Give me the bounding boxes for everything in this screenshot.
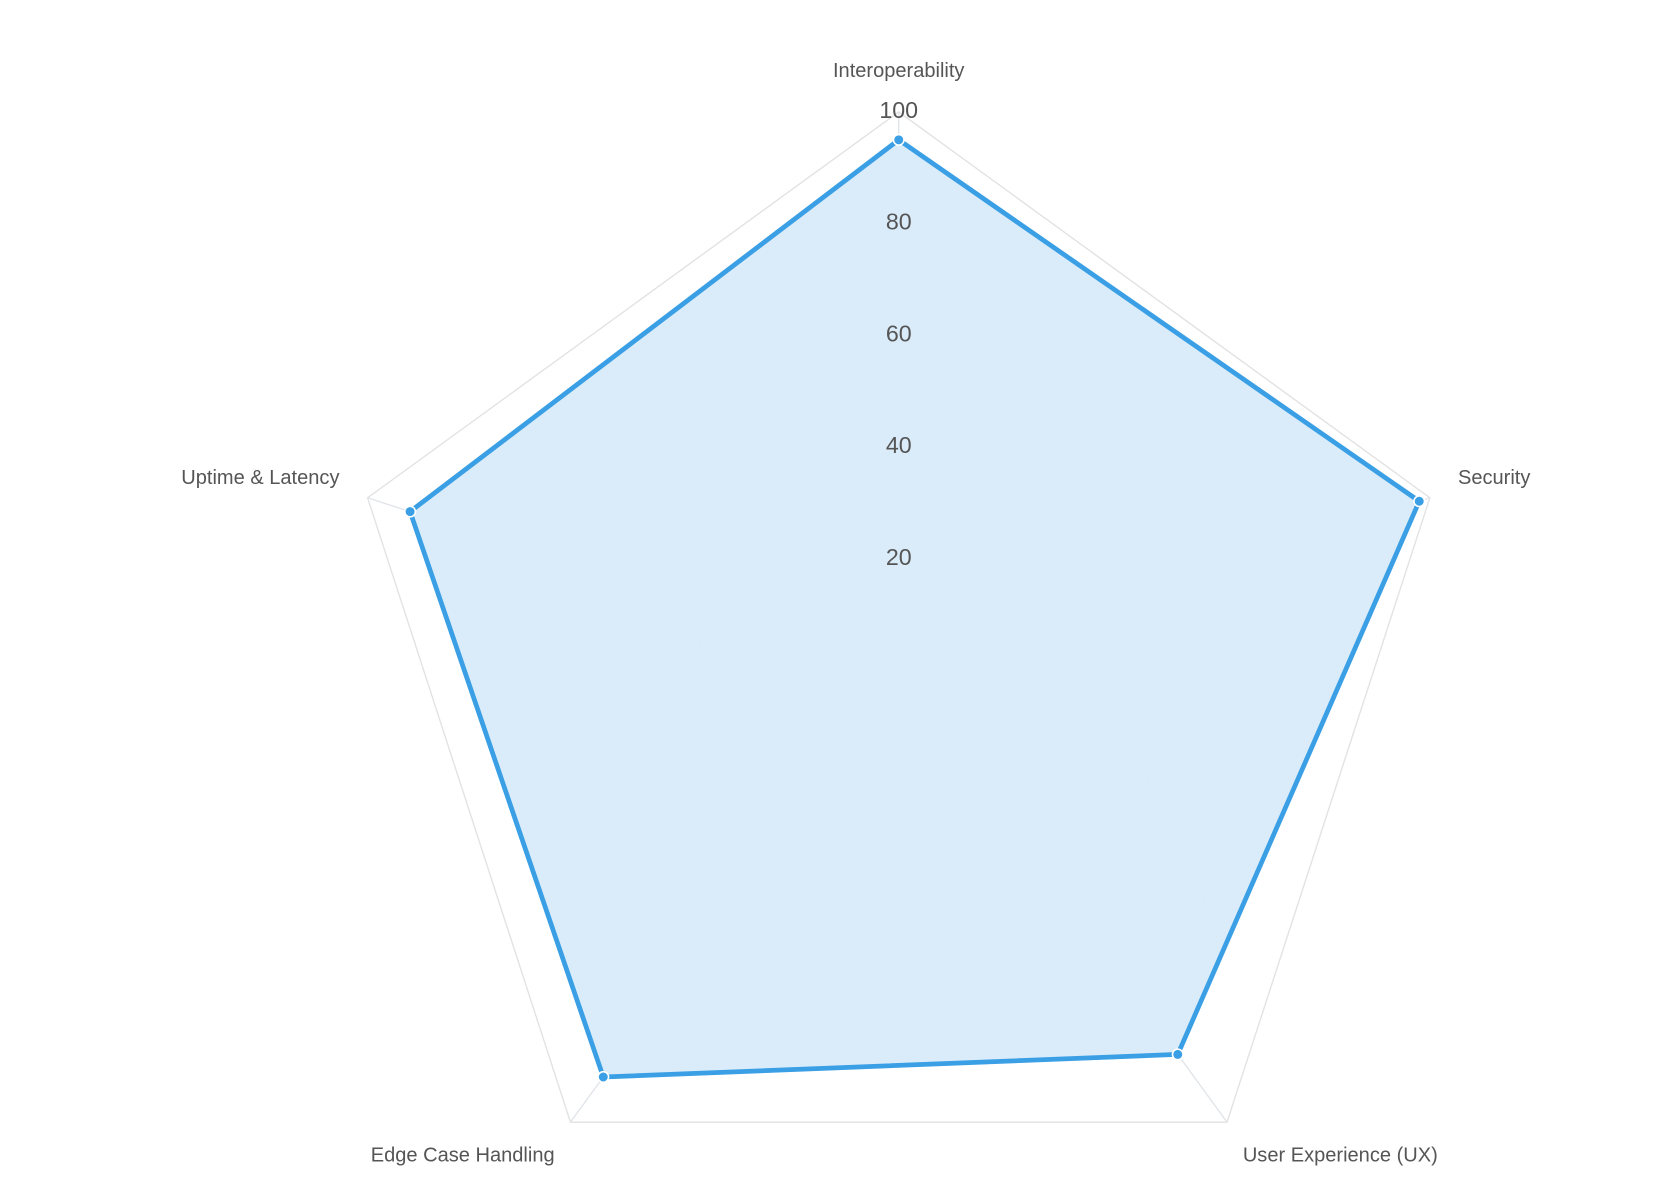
grid-ring (366, 111, 1431, 1123)
tick-label: 60 (886, 320, 912, 346)
data-area (407, 137, 1422, 1080)
data-point (404, 505, 417, 518)
data-point (1413, 495, 1426, 508)
data-point (1171, 1048, 1184, 1061)
tick-label: 40 (886, 432, 912, 458)
data-point (597, 1070, 610, 1084)
category-label: User Experience (UX) (1243, 1144, 1438, 1166)
category-label: Uptime & Latency (181, 467, 339, 489)
data-point (892, 133, 905, 146)
tick-label: 80 (886, 209, 912, 235)
category-label: Edge Case Handling (371, 1144, 555, 1166)
tick-label: 100 (879, 97, 918, 123)
tick-label: 20 (886, 544, 912, 570)
category-label: Security (1458, 467, 1530, 489)
category-label: Interoperability (833, 60, 964, 82)
